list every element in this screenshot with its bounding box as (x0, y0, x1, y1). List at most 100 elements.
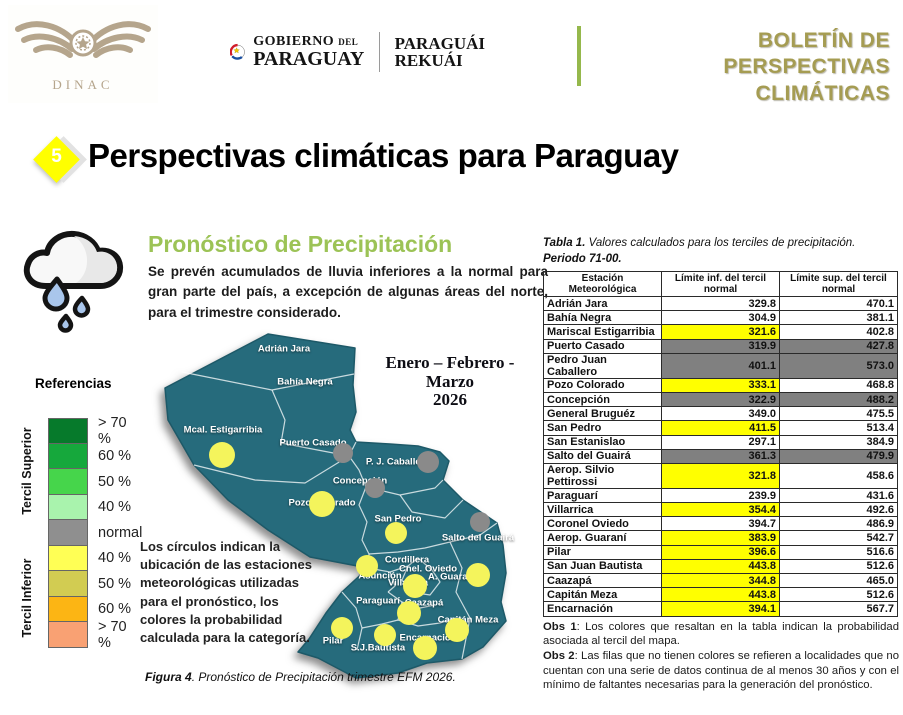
table-row: Coronel Oviedo 394.7 486.9 (543, 516, 898, 532)
paraguay-forecast-map: Enero – Febrero - Marzo 2026 Adrián Jara… (150, 330, 542, 688)
station-name-cell: Mariscal Estigarribia (543, 324, 662, 340)
station-label: Caazapá (404, 597, 444, 609)
period-line1: Enero – Febrero - Marzo (385, 353, 515, 391)
table-caption-text: Valores calculados para los terciles de … (585, 237, 856, 249)
station-dot-gray (365, 478, 385, 498)
station-name-cell: Villarrica (543, 502, 662, 518)
station-dot-yellow (385, 522, 407, 544)
station-name-cell: Bahía Negra (543, 310, 662, 326)
station-name-cell: Concepción (543, 391, 662, 408)
dinac-wings-icon (15, 21, 151, 58)
rain-cloud-icon (16, 224, 131, 347)
bulletin-title-line2: CLIMÁTICAS (755, 81, 890, 105)
station-dot-yellow (445, 618, 469, 642)
station-name-cell: Salto del Guairá (543, 448, 662, 464)
station-name-cell: Capitán Meza (543, 587, 662, 603)
table-row: Capitán Meza 443.8 512.6 (543, 587, 898, 603)
lower-limit-cell: 411.5 (661, 420, 780, 436)
table-row: Villarrica 354.4 492.6 (543, 502, 898, 518)
station-label: Bahía Negra (277, 376, 333, 388)
table-row: Pedro Juan Caballero 401.1 573.0 (543, 352, 898, 379)
legend-item-label: > 70 % (98, 618, 127, 651)
lower-limit-cell: 394.7 (661, 516, 780, 532)
legend-item-label: 60 % (98, 448, 132, 465)
lower-limit-cell: 443.8 (661, 587, 780, 603)
bulletin-title-accent-bar (577, 26, 581, 86)
station-name-cell: Aerop. Silvio Pettirossi (543, 462, 662, 489)
lower-limit-cell: 401.1 (661, 352, 780, 379)
upper-limit-cell: 479.9 (779, 448, 898, 464)
station-name-cell: Pozo Colorado (543, 377, 662, 393)
section-number: 5 (51, 146, 62, 167)
upper-limit-cell: 458.6 (779, 462, 898, 489)
table-row: Adrián Jara 329.8 470.1 (543, 296, 898, 312)
table-row: San Estanislao 297.1 384.9 (543, 434, 898, 450)
precipitation-summary: Se prevén acumulados de lluvia inferiore… (148, 264, 548, 320)
station-name-cell: Pilar (543, 544, 662, 560)
table-caption-number: Tabla 1. (543, 237, 586, 249)
lower-limit-cell: 321.8 (661, 462, 780, 489)
period-line2: 2026 (433, 390, 467, 410)
table-row: Bahía Negra 304.9 381.1 (543, 310, 898, 326)
legend-title: Referencias (35, 376, 112, 391)
lower-limit-cell: 319.9 (661, 338, 780, 354)
legend-swatch (48, 520, 88, 546)
station-name-cell: Pedro Juan Caballero (543, 352, 662, 379)
upper-limit-cell: 402.8 (779, 324, 898, 340)
station-dot-gray (470, 512, 490, 532)
table-row: Puerto Casado 319.9 427.8 (543, 338, 898, 354)
upper-limit-cell: 567.7 (779, 601, 898, 617)
lower-limit-cell: 297.1 (661, 434, 780, 450)
terciles-table-block: Tabla 1. Valores calculados para los ter… (543, 236, 899, 693)
legend-swatch (48, 443, 88, 469)
gov-line2: PARAGUAY (253, 48, 365, 70)
table-row: Salto del Guairá 361.3 479.9 (543, 448, 898, 464)
precipitation-heading: Pronóstico de Precipitación (148, 231, 453, 257)
lower-limit-cell: 239.9 (661, 487, 780, 504)
legend-swatch (48, 622, 88, 648)
lower-limit-cell: 361.3 (661, 448, 780, 464)
station-name-cell: General Bruguéz (543, 406, 662, 422)
legend-swatch (48, 418, 88, 444)
station-name-cell: Encarnación (543, 601, 662, 617)
legend-swatches (48, 418, 88, 648)
station-dot-gray (417, 451, 439, 473)
gov-wordmark-es: GOBIERNO DEL PARAGUAY (253, 35, 365, 70)
station-name-cell: Paraguarí (543, 487, 662, 504)
lower-limit-cell: 443.8 (661, 558, 780, 575)
legend-swatch (48, 571, 88, 597)
station-label: Cordillera (384, 554, 430, 566)
station-label: Concepción (332, 475, 388, 487)
station-name-cell: Puerto Casado (543, 338, 662, 354)
table-row: Encarnación 394.1 567.7 (543, 601, 898, 617)
station-dot-yellow (309, 491, 335, 517)
dinac-label: DINAC (52, 77, 114, 92)
upper-limit-cell: 542.7 (779, 530, 898, 546)
upper-limit-cell: 475.5 (779, 406, 898, 422)
station-label: A. Guaraní (427, 571, 477, 583)
station-name-cell: Adrián Jara (543, 296, 662, 312)
legend-labels: > 70 % 60 % 50 % 40 % normal 40 % 50 % 60 % > 70… (98, 415, 143, 651)
paraguay-seal-icon (230, 43, 245, 60)
upper-limit-cell: 384.9 (779, 434, 898, 450)
legend-swatch (48, 596, 88, 622)
legend-swatch (48, 494, 88, 520)
figure-caption-text: . Pronóstico de Precipitación trimestre … (191, 670, 456, 684)
column-header-station: Estación Meteorológica (543, 271, 662, 298)
upper-limit-cell: 431.6 (779, 487, 898, 504)
lower-limit-cell: 304.9 (661, 310, 780, 326)
station-label: Puerto Casado (279, 437, 347, 449)
obs2-text: : Las filas que no tienen colores se ref… (543, 649, 900, 692)
upper-limit-cell: 573.0 (779, 352, 898, 379)
legend-item-label: 50 % (98, 473, 132, 490)
table-row: Mariscal Estigarribia 321.6 402.8 (543, 324, 898, 340)
upper-limit-cell: 427.8 (779, 338, 898, 354)
legend-item-label: 60 % (98, 601, 132, 618)
legend-item-label: 40 % (98, 499, 132, 516)
station-dot-yellow (403, 574, 427, 598)
station-dot-yellow (466, 563, 490, 587)
upper-limit-cell: 512.6 (779, 558, 898, 575)
legend-item-label: normal (98, 524, 143, 541)
lower-limit-cell: 396.6 (661, 544, 780, 560)
table-row: San Juan Bautista 443.8 512.6 (543, 558, 898, 575)
